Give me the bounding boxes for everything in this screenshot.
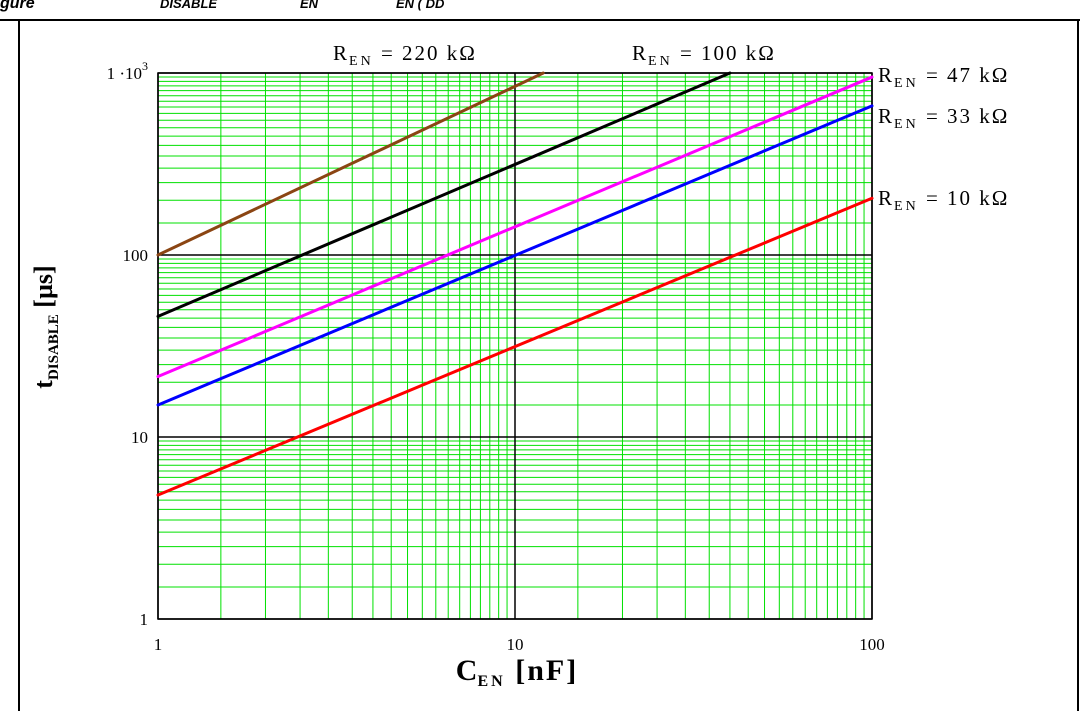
caption-part-3: EN ( DD (396, 0, 445, 11)
series-line-0 (156, 71, 545, 257)
series-line-1 (156, 71, 732, 318)
series-line-3 (156, 104, 874, 407)
series-label-sub: EN (894, 76, 919, 91)
y-axis-title-sub: DISABLE (46, 314, 62, 380)
y-tick-label: 10 (131, 428, 148, 447)
y-tick-label-sup: 3 (142, 59, 148, 73)
series-label-value: = 220 kΩ (374, 41, 477, 65)
y-axis-title-main: t (29, 380, 58, 389)
x-tick-label: 1 (154, 635, 163, 654)
x-tick-labels: 1 10 100 (154, 635, 885, 654)
x-axis-title-main: C (456, 654, 478, 687)
plot-border (157, 72, 873, 620)
series-label-sub: EN (894, 199, 919, 214)
series-label-sub: EN (648, 54, 673, 69)
x-axis-title-sub: EN (477, 673, 505, 690)
series-label-name: R (878, 104, 894, 128)
x-tick-label: 100 (859, 635, 885, 654)
series-label-1: REN = 100 kΩ (632, 41, 776, 69)
series-label-name: R (878, 63, 894, 87)
series-line-4 (156, 196, 874, 497)
y-tick-label: 100 (123, 246, 149, 265)
series-lines (156, 71, 874, 497)
caption-part-2: EN (300, 0, 319, 11)
series-label-0: REN = 220 kΩ (333, 41, 477, 69)
y-tick-label: 1 (140, 610, 149, 629)
series-label-sub: EN (894, 117, 919, 132)
x-axis-title-unit: [nF] (506, 654, 579, 687)
y-tick-label: 1 ·103 (107, 59, 148, 83)
caption-start: gure (0, 0, 35, 12)
series-label-value: = 10 kΩ (919, 186, 1010, 210)
y-axis-title-unit: [µs] (29, 265, 58, 314)
series-label-2: REN = 47 kΩ (878, 63, 1009, 91)
series-label-value: = 33 kΩ (919, 104, 1010, 128)
caption-part-1: DISABLE (160, 0, 217, 11)
y-tick-labels: 1 10 100 1 ·103 (107, 59, 148, 629)
series-label-name: R (878, 186, 894, 210)
x-tick-label: 10 (507, 635, 524, 654)
series-label-value: = 100 kΩ (673, 41, 776, 65)
series-line-2 (156, 75, 874, 378)
series-label-name: R (632, 41, 648, 65)
series-label-3: REN = 33 kΩ (878, 104, 1009, 132)
series-label-4: REN = 10 kΩ (878, 186, 1009, 214)
series-label-name: R (333, 41, 349, 65)
series-label-sub: EN (349, 54, 374, 69)
y-axis-title: tDISABLE [µs] (29, 265, 62, 388)
x-axis-title: CEN [nF] (456, 654, 578, 690)
series-label-value: = 47 kΩ (919, 63, 1010, 87)
figure-caption: gure DISABLE EN EN ( DD (0, 0, 445, 12)
grid-minor (158, 73, 872, 619)
